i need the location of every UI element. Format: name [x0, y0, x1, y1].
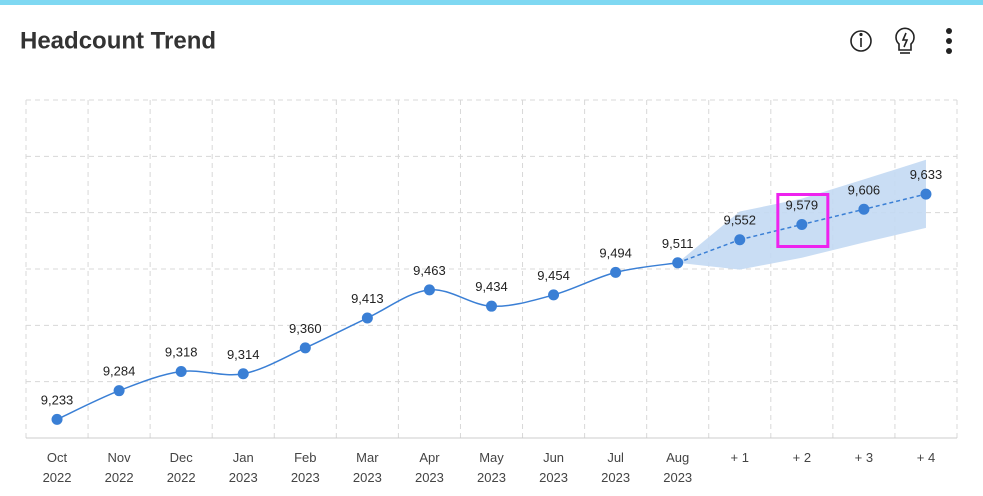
info-icon[interactable]: [850, 30, 872, 52]
point: [299, 342, 311, 354]
x-tick-label: + 4: [917, 450, 935, 465]
top-bar: [0, 0, 983, 5]
x-tick-label: Dec 2022: [167, 450, 196, 485]
x-tick-label: May 2023: [477, 450, 506, 485]
point: [51, 413, 63, 425]
point: [858, 203, 870, 215]
confidence-band: [677, 159, 926, 270]
insight-icon[interactable]: [895, 27, 915, 54]
data-label: 9,360: [289, 321, 322, 336]
data-label: 9,413: [351, 291, 384, 306]
point: [672, 257, 684, 269]
highlight-box: [776, 192, 830, 248]
chart-title: Headcount Trend: [20, 27, 216, 54]
data-label: 9,454: [537, 268, 570, 283]
point: [237, 368, 249, 380]
x-tick-label: Apr 2023: [415, 450, 444, 485]
point: [175, 366, 187, 378]
point: [920, 188, 932, 200]
point: [734, 234, 746, 246]
point: [113, 385, 125, 397]
data-label: 9,552: [723, 213, 756, 228]
data-label: 9,511: [662, 236, 694, 251]
x-tick-label: Feb 2023: [291, 450, 320, 485]
forecast-line: [739, 193, 927, 241]
data-label: 9,633: [910, 167, 943, 182]
data-label: 9,233: [41, 392, 74, 407]
x-tick-label: Oct 2022: [43, 450, 72, 485]
x-tick-label: Jul 2023: [601, 450, 630, 485]
line: [56, 262, 678, 421]
data-label: 9,318: [165, 345, 198, 360]
data-label: 9,434: [475, 279, 508, 294]
data-label: 9,579: [786, 197, 819, 212]
data-label: 9,494: [599, 245, 632, 260]
x-tick-label: Jun 2023: [539, 450, 568, 485]
x-tick-label: + 3: [855, 450, 873, 465]
point: [796, 218, 808, 230]
point: [548, 289, 560, 301]
x-tick-label: Nov 2022: [105, 450, 134, 485]
point: [361, 312, 373, 324]
data-label: 9,606: [848, 182, 881, 197]
x-tick-label: Aug 2023: [663, 450, 692, 485]
data-label: 9,314: [227, 347, 260, 362]
more-icon[interactable]: [946, 28, 952, 54]
point: [423, 284, 435, 296]
x-tick-label: + 2: [793, 450, 811, 465]
point: [486, 300, 497, 312]
x-tick-label: Mar 2023: [353, 450, 382, 485]
x-tick-label: + 1: [731, 450, 749, 465]
x-tick-label: Jan 2023: [229, 450, 258, 485]
data-label: 9,463: [413, 263, 446, 278]
data-label: 9,284: [103, 364, 136, 379]
point: [610, 266, 622, 278]
